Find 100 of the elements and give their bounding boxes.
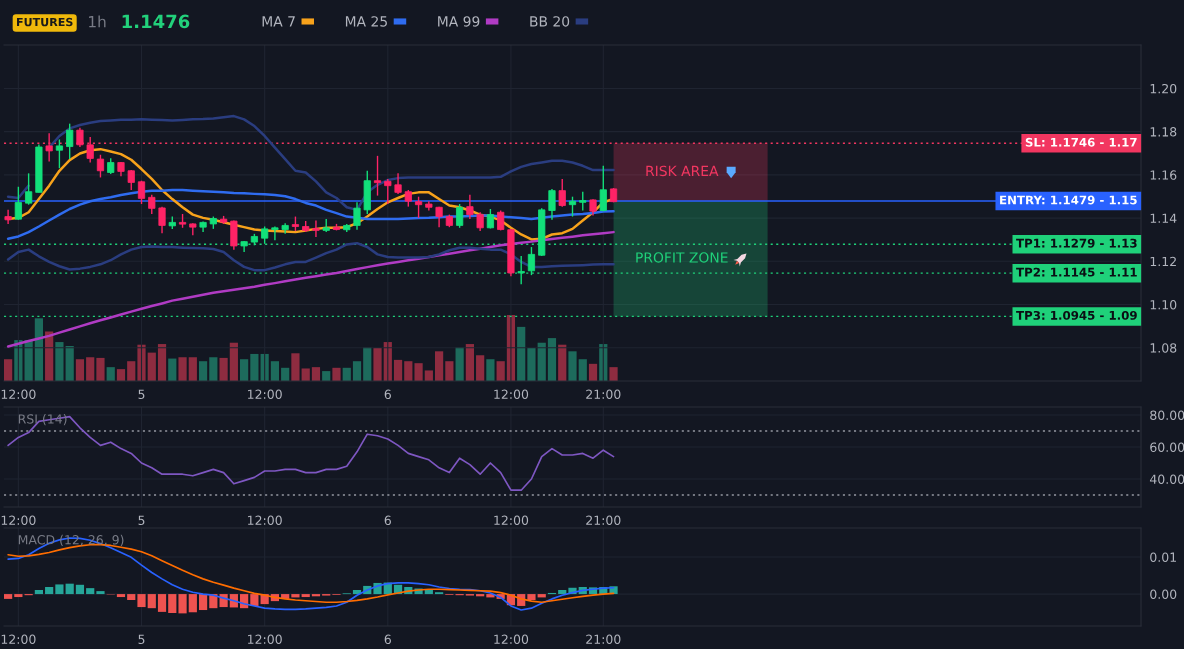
- x-tick-label: 12:00: [248, 515, 282, 526]
- bar: [568, 351, 577, 381]
- x-tick-label: 21:00: [586, 515, 621, 526]
- bar: [168, 594, 177, 614]
- y-tick-label: 1.12: [1150, 256, 1176, 267]
- bar: [116, 594, 126, 598]
- y-tick-label: 0.01: [1150, 552, 1177, 562]
- bar: [157, 594, 167, 612]
- text: 1.1476: [122, 14, 190, 29]
- candlestick: [86, 136, 94, 164]
- candlestick: [76, 127, 84, 148]
- line-series: [7, 415, 615, 492]
- bar: [404, 361, 413, 381]
- bar: [137, 594, 146, 608]
- y-tick-label: 1.16: [1150, 170, 1177, 180]
- bar: [609, 367, 618, 381]
- candlestick: [373, 155, 382, 197]
- bar: [558, 344, 567, 381]
- x-tick-label: 5: [138, 515, 145, 526]
- bar: [65, 583, 74, 595]
- candlestick: [384, 178, 392, 205]
- bar: [250, 353, 259, 381]
- candlestick: [466, 194, 474, 220]
- bar: [55, 584, 64, 595]
- bar: [476, 355, 485, 381]
- x-tick-label: 6: [384, 389, 391, 400]
- bar: [496, 361, 505, 381]
- bar: [517, 326, 526, 381]
- candlestick: [148, 194, 156, 215]
- bar: [301, 594, 310, 598]
- bar: [558, 589, 567, 595]
- x-tick-label: 21:00: [586, 634, 621, 645]
- bar: [527, 594, 536, 601]
- ref-line-label: TP3: 1.0945 - 1.09: [1016, 310, 1137, 320]
- legend-label: MA 25: [345, 16, 387, 27]
- bar: [168, 358, 177, 381]
- candlestick: [579, 191, 587, 212]
- x-tick-label: 12:00: [1, 515, 36, 526]
- x-tick-label: 5: [138, 389, 145, 400]
- bar: [455, 347, 464, 381]
- bar: [157, 344, 167, 381]
- bar: [75, 584, 85, 595]
- ref-line-label: ENTRY: 1.1479 - 1.15: [1000, 195, 1137, 205]
- bar: [65, 346, 74, 381]
- bar: [147, 352, 156, 381]
- bar: [270, 361, 280, 381]
- x-tick-label: 12:00: [494, 389, 529, 400]
- bar: [486, 359, 495, 381]
- legend-label: BB 20: [530, 16, 570, 27]
- candlestick: [568, 195, 577, 218]
- candlestick: [158, 205, 166, 234]
- bar: [14, 594, 23, 598]
- bar: [588, 363, 598, 381]
- candlestick: [25, 172, 33, 206]
- candlestick: [271, 225, 279, 242]
- bar: [424, 370, 433, 381]
- x-tick-label: 12:00: [248, 634, 282, 645]
- bar: [414, 363, 423, 381]
- candlestick: [55, 138, 64, 169]
- x-tick-label: 12:00: [1, 389, 36, 400]
- bar: [178, 594, 187, 614]
- bar: [4, 594, 13, 599]
- bar: [4, 359, 13, 381]
- legend-label: MA 7: [262, 16, 295, 27]
- candlestick: [45, 132, 53, 163]
- y-tick-label: 1.10: [1150, 299, 1177, 310]
- bar: [147, 594, 156, 609]
- legend-label: MA 99: [438, 16, 480, 27]
- bar: [198, 594, 208, 611]
- y-tick-label: 1.08: [1150, 343, 1177, 353]
- candlestick: [476, 211, 484, 232]
- band-label: RISK AREA: [646, 165, 719, 177]
- y-tick-label: 0.00: [1150, 589, 1177, 599]
- text: FUTURES: [17, 17, 73, 27]
- bar: [96, 357, 105, 381]
- text: 1h: [89, 15, 106, 28]
- y-tick-label: 1.20: [1150, 83, 1177, 94]
- bar: [311, 367, 321, 381]
- x-tick-label: 12:00: [494, 515, 529, 526]
- candlestick: [394, 172, 402, 195]
- y-tick-label: 80.00: [1150, 410, 1184, 420]
- bar: [188, 357, 197, 381]
- bar: [34, 589, 43, 595]
- bar: [301, 368, 310, 381]
- candlestick: [96, 154, 105, 179]
- bar: [116, 369, 126, 381]
- bar: [445, 361, 454, 381]
- bar: [240, 359, 249, 381]
- candlestick: [599, 165, 607, 212]
- bar: [86, 357, 95, 381]
- ref-line-label: TP1: 1.1279 - 1.13: [1016, 238, 1137, 248]
- bar: [127, 361, 136, 381]
- bar: [393, 359, 403, 381]
- bar: [352, 361, 362, 381]
- bar: [465, 344, 474, 381]
- candlestick: [66, 122, 74, 160]
- bar: [75, 359, 85, 381]
- x-tick-label: 6: [384, 634, 391, 645]
- bar: [291, 594, 300, 598]
- x-tick-label: 12:00: [494, 634, 529, 645]
